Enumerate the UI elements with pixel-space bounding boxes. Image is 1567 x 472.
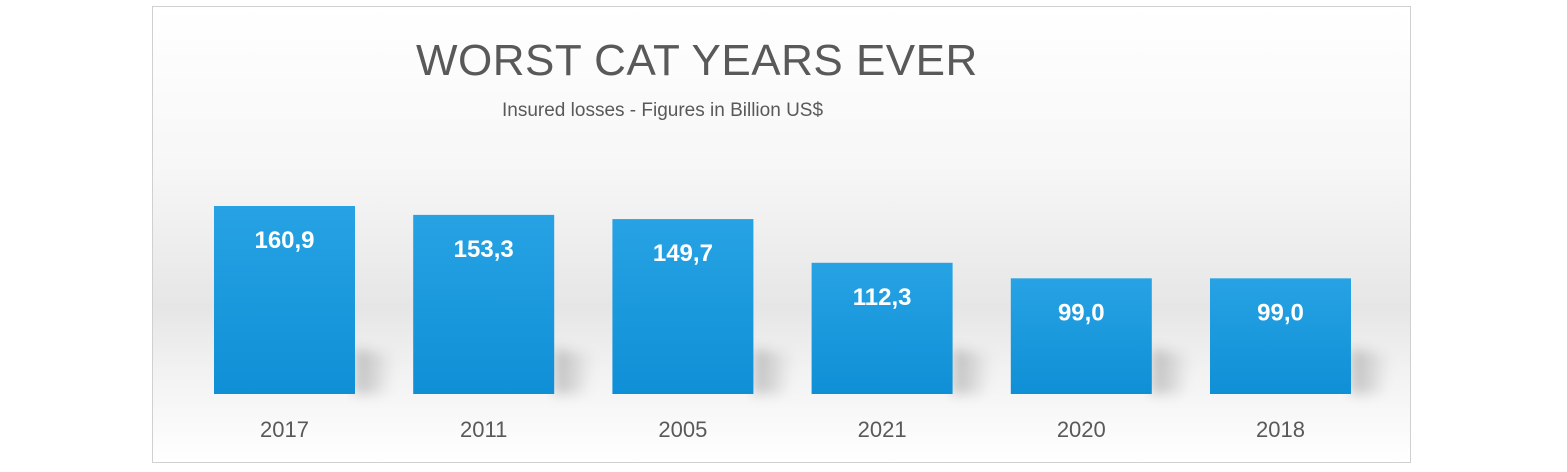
- x-tick-label: 2017: [260, 417, 309, 442]
- bar-2020: [1010, 278, 1152, 394]
- bar-shadow: [952, 349, 993, 394]
- x-tick-label: 2018: [1256, 417, 1305, 442]
- data-label: 99,0: [1257, 299, 1304, 326]
- x-tick-label: 2020: [1057, 417, 1106, 442]
- bar-2017: [214, 206, 355, 394]
- bar-2018: [1210, 278, 1351, 394]
- bar-shadow: [1151, 349, 1192, 394]
- data-label: 112,3: [853, 284, 912, 311]
- bar-2021: [811, 262, 953, 394]
- bar-2005: [612, 219, 754, 394]
- chart-subtitle: Insured losses - Figures in Billion US$: [502, 100, 824, 121]
- chart-title: WORST CAT YEARS EVER: [416, 36, 978, 85]
- x-tick-label: 2005: [658, 417, 707, 442]
- bar-shadow: [1351, 349, 1391, 394]
- bar-shadow: [554, 349, 595, 394]
- bar-shadow: [753, 349, 794, 394]
- bar-shadow: [355, 349, 395, 394]
- bar-2011: [413, 214, 555, 394]
- data-label: 160,9: [254, 227, 314, 254]
- data-label: 99,0: [1058, 299, 1105, 326]
- x-tick-label: 2011: [460, 417, 507, 442]
- data-label: 153,3: [454, 236, 514, 263]
- x-tick-label: 2021: [858, 417, 907, 442]
- data-label: 149,7: [653, 240, 713, 267]
